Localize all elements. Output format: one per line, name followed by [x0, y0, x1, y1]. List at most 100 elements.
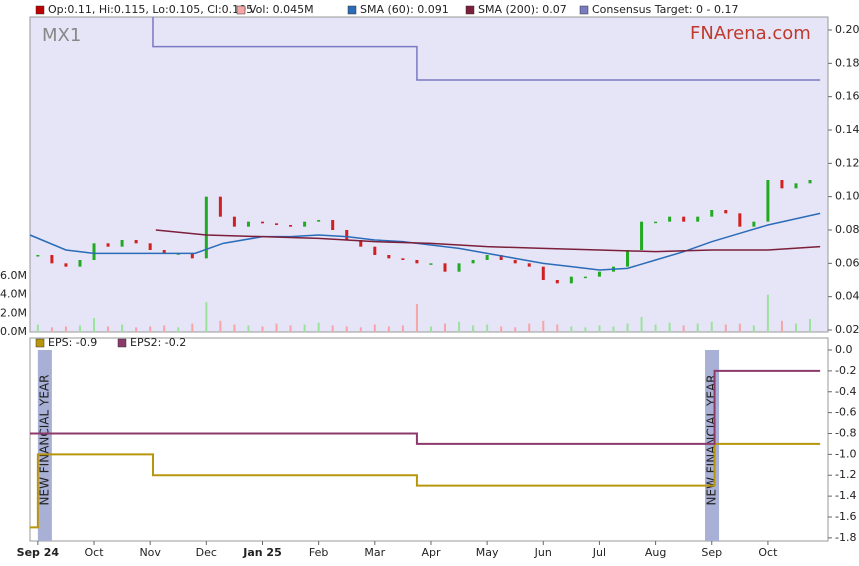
volume-bar: [738, 323, 741, 332]
candle: [443, 263, 447, 272]
volume-bar: [472, 325, 475, 332]
volume-bar: [640, 317, 643, 332]
y-tick-label: -0.2: [835, 364, 856, 377]
volume-bar: [500, 326, 503, 332]
candle: [752, 221, 756, 227]
x-tick-label: May: [476, 546, 499, 559]
candle: [780, 180, 784, 189]
x-tick-label: Dec: [196, 546, 217, 559]
candle: [640, 221, 644, 250]
volume-bar: [191, 323, 194, 332]
volume-bar: [584, 327, 587, 332]
x-tick-label: Jun: [534, 546, 552, 559]
candle: [345, 230, 349, 240]
y-tick-label: 0.14: [835, 123, 859, 136]
x-tick-label: Sep 24: [17, 546, 60, 559]
candle: [485, 255, 489, 260]
candle: [92, 243, 96, 260]
volume-bar: [415, 304, 418, 332]
volume-bar: [121, 324, 124, 332]
volume-bar: [444, 323, 447, 332]
y-tick-label: -0.8: [835, 426, 856, 439]
volume-bar: [107, 326, 110, 332]
y-tick-label: 0.02: [835, 323, 859, 336]
candle: [597, 271, 601, 277]
y-tick-label: -1.6: [835, 510, 856, 523]
volume-bar: [359, 327, 362, 332]
x-tick-label: Sep: [701, 546, 722, 559]
candle: [668, 216, 672, 222]
volume-bar: [401, 325, 404, 332]
financial-year-band: [37, 350, 52, 541]
legend-label: EPS2: -0.2: [130, 336, 186, 349]
volume-bar: [50, 327, 53, 332]
volume-bar: [542, 320, 545, 332]
candle: [36, 255, 40, 257]
x-tick-label: Jul: [592, 546, 606, 559]
volume-bar: [626, 323, 629, 332]
candle: [148, 243, 152, 250]
price-panel: [29, 16, 829, 333]
volume-bar: [514, 327, 517, 332]
legend-swatch: [117, 338, 127, 348]
volume-bar: [289, 325, 292, 332]
volume-bar: [458, 321, 461, 332]
x-tick-label: Apr: [421, 546, 441, 559]
x-tick-label: Jan 25: [242, 546, 281, 559]
volume-bar: [331, 325, 334, 332]
candle: [246, 221, 250, 227]
legend-label: SMA (200): 0.07: [478, 3, 567, 16]
volume-bar: [682, 325, 685, 332]
chart-title: MX1: [42, 25, 81, 46]
volume-bar: [177, 327, 180, 332]
y-tick-label: -0.6: [835, 406, 856, 419]
volume-bar: [556, 324, 559, 332]
volume-bar: [261, 326, 264, 332]
candle: [696, 216, 700, 222]
candle: [527, 263, 531, 267]
candle: [64, 263, 68, 267]
candle: [724, 210, 728, 214]
candle: [218, 196, 222, 217]
y-tick-label: 0.10: [835, 190, 859, 203]
volume-bar: [429, 326, 432, 332]
y-tick-label: -1.4: [835, 489, 856, 502]
candle: [50, 255, 54, 264]
x-tick-label: Oct: [85, 546, 105, 559]
x-tick-label: Oct: [758, 546, 778, 559]
candle: [387, 255, 391, 259]
volume-bar: [710, 321, 713, 332]
legend-swatch: [465, 5, 475, 15]
volume-bar: [78, 325, 81, 332]
y-tick-label: 0.12: [835, 156, 859, 169]
volume-tick-label: 6.0M: [0, 269, 27, 282]
volume-bar: [36, 324, 39, 332]
candle: [471, 260, 475, 264]
legend-swatch: [347, 5, 357, 15]
candle: [583, 276, 587, 279]
candle: [359, 240, 363, 247]
volume-bar: [303, 324, 306, 332]
candle: [499, 255, 503, 260]
volume-bar: [794, 323, 797, 332]
volume-tick-label: 2.0M: [0, 306, 27, 319]
legend-label: SMA (60): 0.091: [360, 3, 449, 16]
volume-bar: [163, 325, 166, 332]
candle: [331, 220, 335, 230]
candle: [513, 260, 517, 264]
y-tick-label: 0.04: [835, 290, 859, 303]
candle: [204, 196, 208, 259]
legend-label: Op:0.11, Hi:0.115, Lo:0.105, Cl:0.105: [48, 3, 253, 16]
eps-line: [30, 369, 821, 445]
volume-bar: [247, 325, 250, 332]
candle: [232, 216, 236, 227]
legend-swatch: [236, 5, 246, 15]
volume-bar: [752, 325, 755, 332]
y-tick-label: -1.2: [835, 468, 856, 481]
legend-swatch: [35, 5, 45, 15]
volume-bar: [345, 326, 348, 332]
candle: [710, 210, 714, 217]
volume-tick-label: 4.0M: [0, 288, 27, 301]
candle: [260, 221, 264, 224]
y-tick-label: 0.16: [835, 90, 859, 103]
